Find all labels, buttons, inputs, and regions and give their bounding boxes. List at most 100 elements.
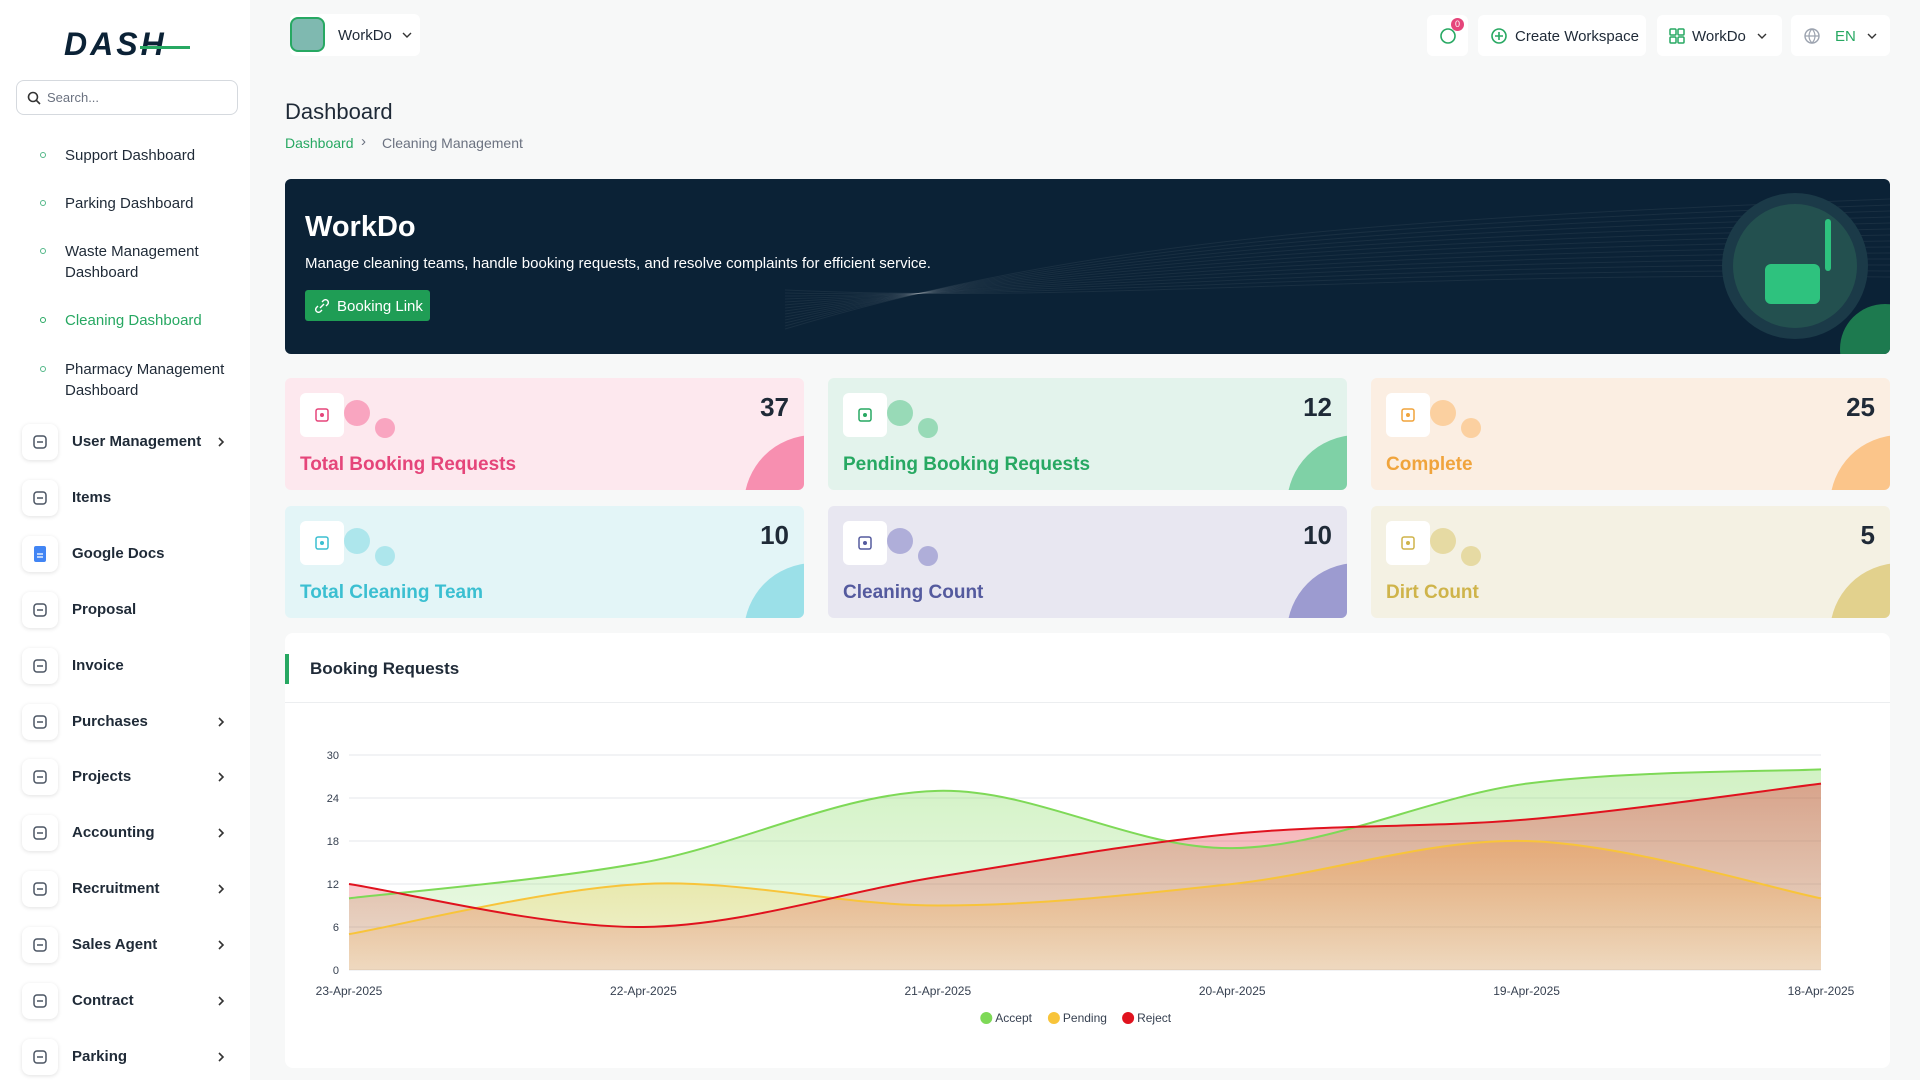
icon-shape <box>402 32 412 38</box>
breadcrumb-link[interactable]: Dashboard <box>285 135 354 151</box>
decoration <box>784 264 1890 297</box>
menu-item[interactable]: Proposal <box>20 590 235 630</box>
card-icon <box>315 408 329 422</box>
x-tick-label: 22-Apr-2025 <box>610 984 677 998</box>
area <box>349 783 1821 970</box>
menu-item[interactable]: User Management <box>20 422 235 462</box>
user-workspace-button[interactable]: WorkDo <box>1657 15 1782 56</box>
link-dot <box>40 200 46 206</box>
icon-shape <box>320 413 324 417</box>
icon-shape <box>33 714 47 729</box>
workspace-icon <box>290 17 325 52</box>
menu-item[interactable]: Accounting <box>20 813 235 853</box>
menu-item[interactable]: Contract <box>20 981 235 1021</box>
menu-item[interactable]: Items <box>20 478 235 518</box>
menu-item[interactable]: Google Docs <box>20 534 235 574</box>
card-icon <box>858 536 872 550</box>
icon-shape <box>1677 36 1685 44</box>
menu-item[interactable]: Invoice <box>20 646 235 686</box>
search-box[interactable]: Search... <box>16 80 238 115</box>
banner-title: WorkDo <box>305 211 416 243</box>
dashboard-link[interactable]: Cleaning Dashboard <box>30 310 240 352</box>
chevron <box>218 940 225 950</box>
search-placeholder: Search... <box>47 90 100 105</box>
decoration <box>1840 304 1890 354</box>
icon-shape <box>1867 33 1877 39</box>
language-button[interactable]: EN <box>1791 15 1890 56</box>
decoration <box>784 198 1890 330</box>
decoration <box>1765 264 1820 304</box>
menu-item[interactable]: Parking <box>20 1037 235 1077</box>
icon-shape <box>858 536 872 550</box>
decoration <box>784 204 1890 327</box>
chat-button[interactable]: 0 <box>1427 15 1468 56</box>
menu-icon <box>33 882 47 896</box>
chevron <box>218 996 225 1006</box>
link-dot <box>40 152 46 158</box>
chart-title: Booking Requests <box>310 659 460 678</box>
booking-link-button[interactable]: Booking Link <box>305 290 430 321</box>
menu-label: Invoice <box>72 656 124 674</box>
dashboard-link[interactable]: Parking Dashboard <box>30 193 240 235</box>
menu-item[interactable]: Purchases <box>20 702 235 742</box>
chevron <box>218 772 225 782</box>
icon-shape <box>33 994 47 1008</box>
menu-label: User Management <box>72 433 202 450</box>
dashboard-link[interactable]: Support Dashboard <box>30 145 240 187</box>
dashboard-link[interactable]: Pharmacy Management Dashboard <box>30 359 240 401</box>
decoration <box>784 228 1890 315</box>
icon-shape <box>218 940 225 950</box>
menu-icon-box <box>22 871 58 908</box>
legend-label: Accept <box>995 1011 1032 1025</box>
menu-label: Proposal <box>72 600 137 618</box>
globe-icon <box>1804 28 1820 44</box>
chevron <box>218 437 225 447</box>
icon-shape <box>33 602 47 617</box>
stat-card: 5 Dirt Count <box>1371 506 1890 618</box>
card-icon-box <box>843 393 887 437</box>
chevron <box>218 884 225 894</box>
decoration <box>784 258 1890 300</box>
workspace-selector[interactable]: WorkDo <box>290 14 420 56</box>
decoration <box>784 216 1890 321</box>
create-workspace-label: Create Workspace <box>1515 28 1639 45</box>
breadcrumb-current: Cleaning Management <box>382 135 523 151</box>
grid-icon <box>1669 28 1685 44</box>
icon-shape <box>218 716 225 727</box>
stat-card: 12 Pending Booking Requests <box>828 378 1347 490</box>
menu-icon <box>34 545 46 562</box>
icon-shape <box>27 91 39 103</box>
icon-shape <box>33 658 47 673</box>
menu-item[interactable]: Recruitment <box>20 869 235 909</box>
card-label: Dirt Count <box>1386 582 1479 603</box>
menu-item[interactable]: Sales Agent <box>20 925 235 965</box>
link-label: Pharmacy Management Dashboard <box>65 361 225 399</box>
card-decoration <box>887 528 1347 618</box>
icon-shape <box>218 437 225 447</box>
menu-icon <box>33 994 47 1008</box>
menu-label: Accounting <box>72 824 155 842</box>
card-label: Total Cleaning Team <box>300 582 483 603</box>
menu-icon-box <box>22 535 58 572</box>
link-label: Waste Management Dashboard <box>65 243 199 281</box>
decoration <box>1461 418 1481 438</box>
icon-shape <box>33 1050 47 1064</box>
x-tick-label: 18-Apr-2025 <box>1788 984 1855 998</box>
create-workspace-button[interactable]: Create Workspace <box>1478 15 1646 56</box>
menu-icon-box <box>22 424 58 460</box>
card-icon <box>1401 408 1415 422</box>
icon-shape <box>1669 28 1677 36</box>
link-dot <box>40 366 46 372</box>
dashboard-link[interactable]: Waste Management Dashboard <box>30 241 240 283</box>
y-tick-label: 6 <box>333 922 339 934</box>
icon-shape <box>35 99 41 105</box>
x-tick-label: 23-Apr-2025 <box>316 984 383 998</box>
y-tick-label: 24 <box>327 793 339 805</box>
menu-item[interactable]: Projects <box>20 757 235 797</box>
menu-label: Recruitment <box>72 880 160 898</box>
card-label: Total Booking Requests <box>300 454 517 475</box>
x-tick-label: 20-Apr-2025 <box>1199 984 1266 998</box>
chevron <box>218 716 225 727</box>
chat-icon <box>1440 28 1456 44</box>
